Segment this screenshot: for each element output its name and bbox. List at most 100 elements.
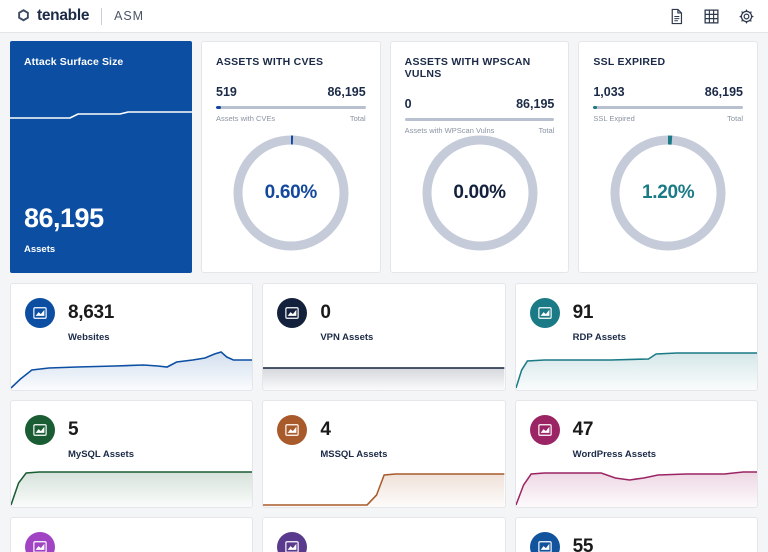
attack-surface-unit: Assets [24,244,56,255]
card-right-value: 86,195 [327,85,366,99]
donut-percent-label: 1.20% [641,182,695,203]
top-stats-row: Attack Surface Size 86,195 Assets ASSETS… [10,41,759,273]
donut-container: 0.60% [202,130,380,256]
card-title: SSL EXPIRED [593,56,666,68]
card-left-label: Assets with WPScan Vulns [404,126,495,135]
chart-line-icon [277,298,308,328]
metric-header: 91 [516,284,757,328]
card-values: 1,033 86,195 [593,85,743,99]
metric-header [263,518,504,552]
report-document-icon[interactable] [668,8,685,25]
metric-label: RDP Assets [572,332,626,343]
metric-sparkline [515,352,757,390]
header-divider [101,7,103,25]
card-left-label: SSL Expired [593,114,635,123]
attack-surface-size-card[interactable]: Attack Surface Size 86,195 Assets [10,41,192,273]
metric-header: 4 [263,401,504,445]
metric-sparkline [11,351,253,390]
donut-percent-label: 0.60% [264,182,318,203]
card-bar-labels: SSL Expired Total [593,114,743,123]
donut-container: 0.00% [391,130,569,256]
metric-header: 55 [516,518,757,552]
settings-gear-icon[interactable] [738,8,755,25]
metric-sparkline [263,367,505,390]
card-left-value: 0 [404,97,412,111]
chart-line-icon [529,532,560,552]
metric-header: 8,631 [11,284,252,328]
metric-value: 55 [572,536,594,552]
attack-surface-sparkline [10,111,192,119]
card-title: ASSETS WITH CVES [216,56,324,68]
card-right-label: Total [727,114,744,123]
card-left-value: 1,033 [593,85,625,99]
attack-surface-value: 86,195 [24,203,104,233]
card-right-label: Total [349,114,366,123]
card-right-label: Total [538,126,555,135]
chart-line-icon [529,298,560,328]
metric-card[interactable] [10,517,254,552]
metric-card[interactable] [262,517,506,552]
attack-surface-title: Attack Surface Size [24,56,124,68]
ssl-donut-chart: 1.20% [605,130,731,256]
card-title: ASSETS WITH WPSCAN VULNS [404,56,531,80]
card-bar-labels: Assets with CVEs Total [216,114,366,123]
metric-header [11,518,252,552]
card-left-label: Assets with CVEs [216,114,276,123]
metric-card-grid: 8,631 Websites 0 VPN Assets 91 RDP Assets 5 MyS… [10,283,758,552]
chart-line-icon [529,415,560,445]
metric-label: MSSQL Assets [320,449,388,460]
chart-line-icon [277,532,308,552]
metric-value: 91 [572,302,594,323]
metric-value: 47 [572,419,594,440]
metric-label: WordPress Assets [572,449,657,460]
donut-percent-label: 0.00% [453,182,506,203]
brand-name: tenable [37,7,90,24]
top-navigation-bar: tenable ASM [0,0,768,33]
assets-with-wpscan-vulns-card[interactable]: ASSETS WITH WPSCAN VULNS 0 86,195 Assets… [389,41,570,273]
card-progress-bar [593,106,744,109]
donut-container: 1.20% [579,130,757,256]
apps-grid-icon[interactable] [703,8,720,25]
chart-line-icon [25,415,55,445]
card-right-value: 86,195 [516,97,555,111]
app-name-label: ASM [114,9,144,23]
metric-card[interactable]: 0 VPN Assets [262,283,506,391]
assets-with-cves-card[interactable]: ASSETS WITH CVES 519 86,195 Assets with … [201,41,381,273]
card-progress-bar [216,106,366,109]
card-values: 519 86,195 [216,85,366,99]
card-bar-labels: Assets with WPScan Vulns Total [405,126,555,135]
chart-line-icon [25,298,55,328]
brand-logo-group[interactable]: tenable [16,7,89,25]
metric-label: MySQL Assets [68,449,134,460]
card-values: 0 86,195 [405,97,555,111]
card-right-value: 86,195 [704,85,744,99]
wpscan-donut-chart: 0.00% [417,130,543,256]
metric-value: 0 [320,302,331,323]
chart-line-icon [25,532,55,552]
metric-header: 5 [11,401,252,445]
metric-sparkline [515,471,757,507]
card-progress-bar [404,118,555,121]
metric-value: 8,631 [68,302,115,323]
metric-header: 47 [516,401,757,445]
metric-sparkline [11,471,253,507]
metric-card[interactable]: 55 [514,517,758,552]
metric-label: VPN Assets [320,332,374,343]
chart-line-icon [277,415,308,445]
ssl-expired-card[interactable]: SSL EXPIRED 1,033 86,195 SSL Expired Tot… [578,41,759,273]
metric-card[interactable]: 4 MSSQL Assets [262,400,506,508]
metric-sparkline [263,473,505,507]
metric-header: 0 [263,284,504,328]
top-bar-actions [668,0,755,33]
metric-card[interactable]: 47 WordPress Assets [514,400,758,508]
metric-label: Websites [68,332,110,343]
metric-value: 4 [320,419,331,440]
card-left-value: 519 [216,85,237,99]
tenable-logo-icon [18,8,29,21]
cves-donut-chart: 0.60% [228,130,354,256]
metric-value: 5 [68,419,79,440]
metric-card[interactable]: 5 MySQL Assets [10,400,254,508]
dashboard-content: Attack Surface Size 86,195 Assets ASSETS… [0,33,768,552]
metric-card[interactable]: 91 RDP Assets [514,283,758,391]
metric-card[interactable]: 8,631 Websites [10,283,254,391]
